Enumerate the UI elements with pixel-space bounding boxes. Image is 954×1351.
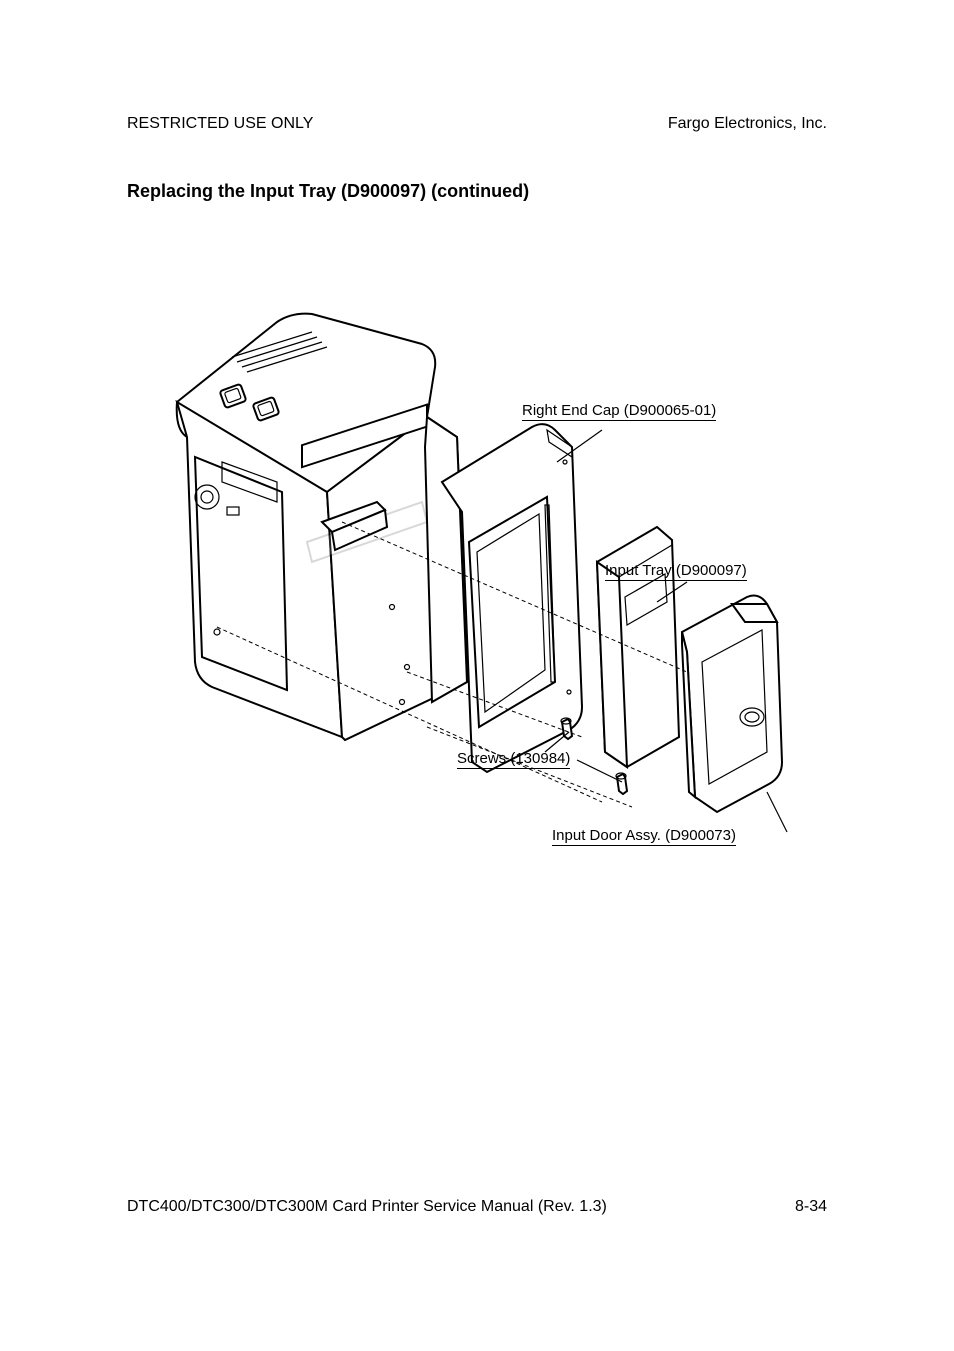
footer-right: 8-34 <box>795 1198 827 1216</box>
page-footer: DTC400/DTC300/DTC300M Card Printer Servi… <box>127 1198 827 1216</box>
footer-left: DTC400/DTC300/DTC300M Card Printer Servi… <box>127 1198 607 1216</box>
callout-screws: Screws (130984) <box>457 750 570 769</box>
section-title: Replacing the Input Tray (D900097) (cont… <box>127 181 827 202</box>
printer-main-body <box>177 314 467 740</box>
document-page: RESTRICTED USE ONLY Fargo Electronics, I… <box>0 0 954 1351</box>
header-right: Fargo Electronics, Inc. <box>668 115 827 133</box>
callout-input-door: Input Door Assy. (D900073) <box>552 827 736 846</box>
header-left: RESTRICTED USE ONLY <box>127 115 313 133</box>
input-door-part <box>682 596 782 812</box>
page-header: RESTRICTED USE ONLY Fargo Electronics, I… <box>127 115 827 133</box>
exploded-diagram: Right End Cap (D900065-01) Input Tray (D… <box>127 262 827 852</box>
callout-input-tray: Input Tray (D900097) <box>605 562 747 581</box>
callout-right-end-cap: Right End Cap (D900065-01) <box>522 402 716 421</box>
